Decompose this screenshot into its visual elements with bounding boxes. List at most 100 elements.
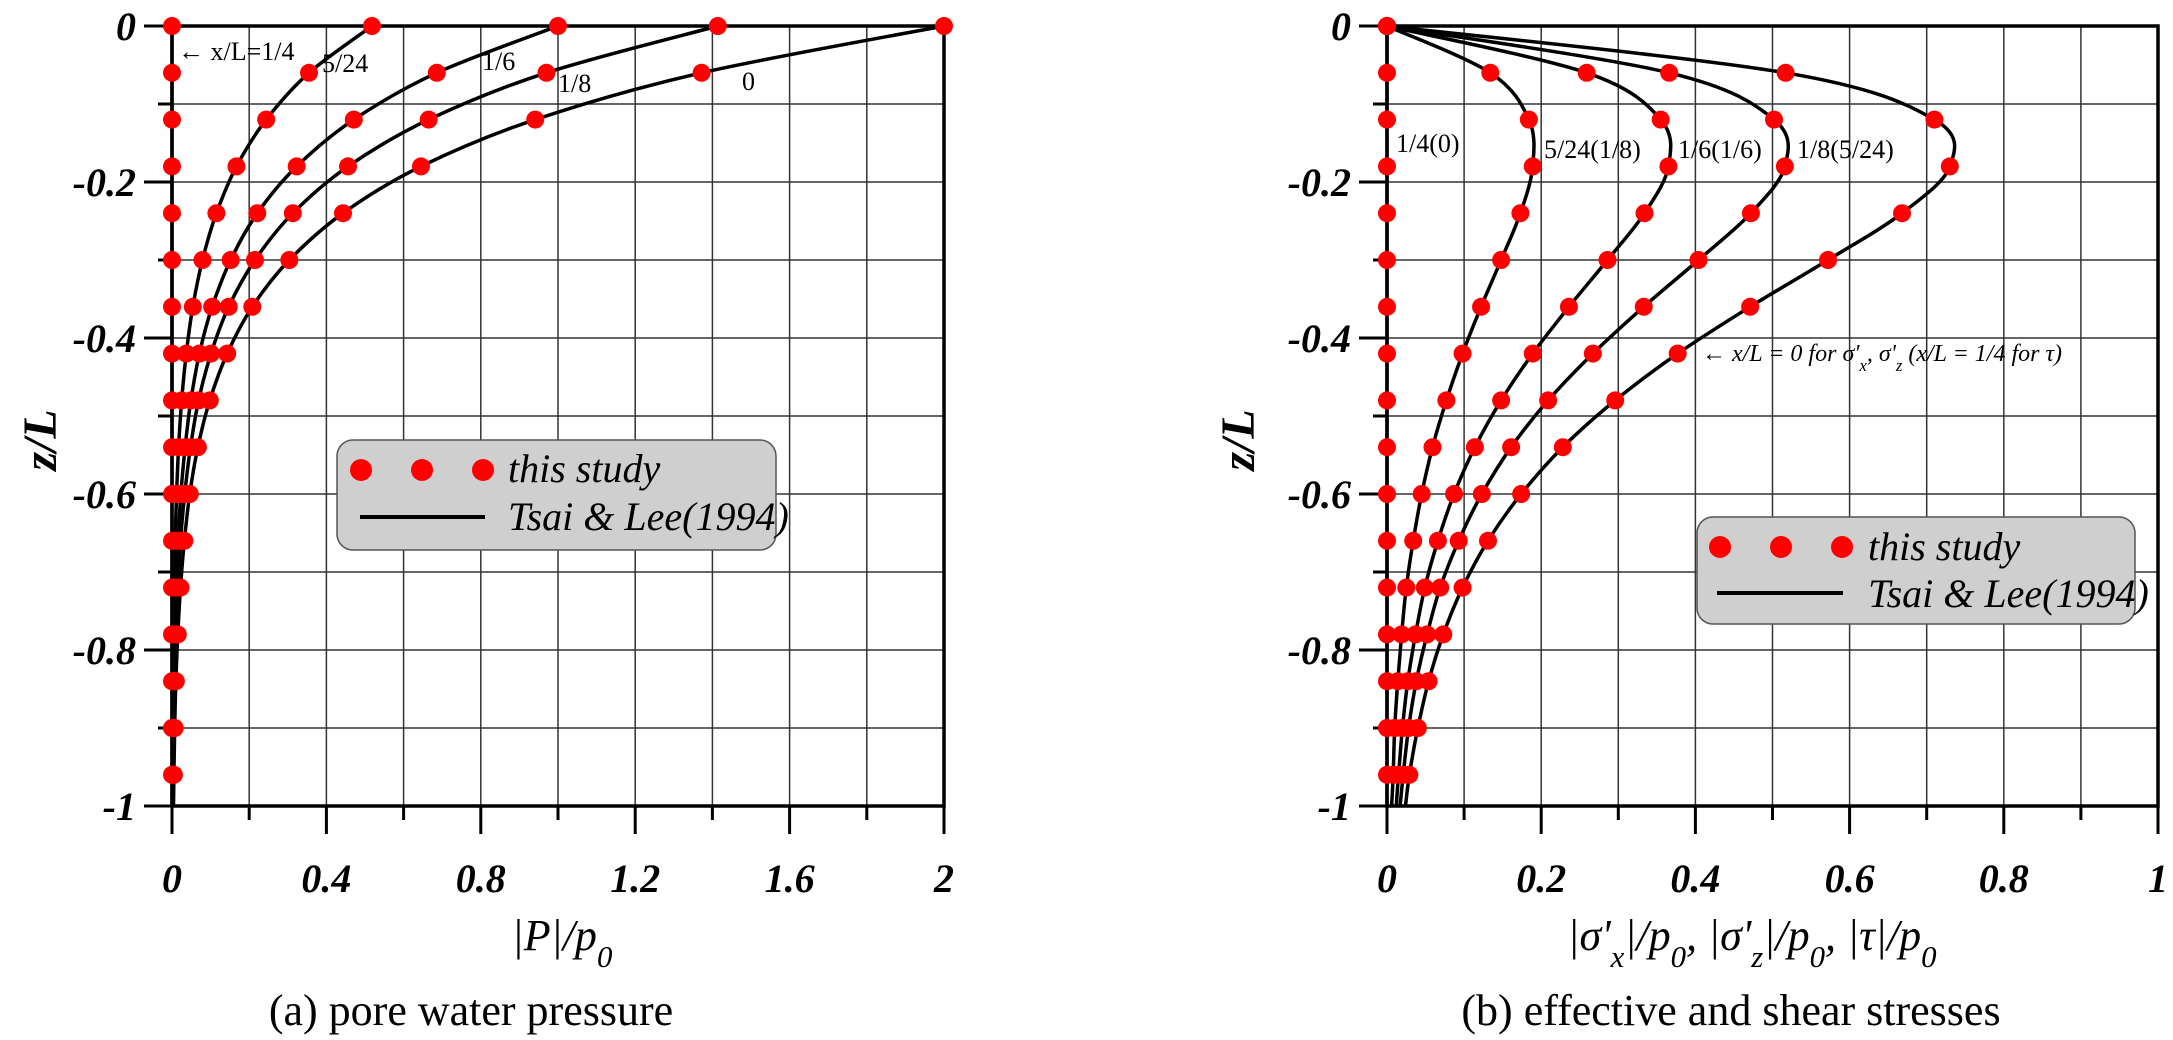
x-tick-label: 0.2	[1516, 856, 1566, 901]
data-point	[1634, 297, 1653, 316]
data-point	[411, 157, 430, 176]
x-tick-label: 1.6	[765, 856, 815, 901]
curve-label-0: 0	[742, 67, 755, 96]
legend-marker	[411, 459, 433, 481]
data-point	[1378, 251, 1396, 269]
data-point	[163, 297, 181, 316]
data-point	[1423, 438, 1442, 457]
y-tick-label: -0.4	[73, 316, 136, 361]
data-point	[1765, 110, 1784, 129]
x-axis-label-a: |P|/p0	[512, 911, 613, 974]
data-point	[1472, 297, 1491, 316]
curve-label-1-6-1-6: 1/6(1/6)	[1678, 135, 1762, 164]
x-tick-label: 0.6	[1825, 856, 1875, 901]
label-subscript: z	[1750, 940, 1763, 974]
data-point	[163, 251, 181, 269]
legend-box	[1696, 516, 2136, 625]
y-tick-label: 0	[1331, 4, 1351, 49]
data-point	[1392, 625, 1411, 644]
data-point	[163, 17, 181, 35]
data-point	[1378, 578, 1396, 597]
data-point	[1492, 391, 1511, 410]
data-point	[1437, 391, 1456, 410]
data-point	[692, 63, 711, 82]
data-point	[1741, 297, 1760, 316]
data-point	[1472, 485, 1491, 503]
data-point	[339, 157, 358, 176]
data-point	[280, 251, 299, 269]
label-subscript: 0	[1921, 940, 1936, 974]
y-tick-label: -1	[103, 784, 136, 829]
data-point	[1378, 391, 1396, 410]
data-point	[245, 251, 264, 269]
data-point	[526, 110, 545, 129]
data-point	[163, 531, 181, 550]
legend-b: this study Tsai & Lee(1994)	[1696, 516, 2149, 625]
data-point	[1378, 110, 1396, 129]
legend-a: this study Tsai & Lee(1994)	[336, 439, 789, 551]
data-point	[344, 110, 363, 129]
label-subscript: z	[1895, 356, 1903, 375]
label-subscript: x	[1858, 356, 1867, 375]
data-point	[427, 63, 446, 82]
curve-label-5-24: 5/24	[322, 49, 368, 78]
legend-label-tsai-lee: Tsai & Lee(1994)	[508, 494, 789, 539]
data-point	[163, 157, 181, 176]
data-point	[1428, 531, 1447, 550]
legend-marker	[1770, 536, 1792, 558]
data-point	[1404, 531, 1423, 550]
label-subscript: 0	[1810, 940, 1825, 974]
data-point	[1378, 17, 1396, 35]
data-point	[190, 344, 209, 363]
data-point	[1397, 578, 1416, 597]
y-tick-label: -0.2	[1288, 160, 1351, 205]
data-point	[163, 344, 181, 363]
data-point	[1445, 485, 1464, 503]
data-point	[1453, 578, 1472, 597]
data-point	[1406, 625, 1425, 644]
data-point	[1378, 63, 1396, 82]
legend-box	[336, 439, 777, 551]
data-point	[935, 17, 953, 35]
x-tick-label: 0.8	[1979, 856, 2029, 901]
curve-label-5-24-1-8: 5/24(1/8)	[1544, 135, 1641, 164]
data-point	[1583, 344, 1602, 363]
x-tick-label: 0.4	[301, 856, 351, 901]
data-point	[708, 17, 727, 35]
label-part: , |σ'	[1686, 911, 1753, 960]
legend-marker	[350, 459, 372, 481]
data-point	[163, 485, 181, 503]
data-point	[177, 344, 196, 363]
data-point	[1775, 157, 1794, 176]
data-point	[163, 578, 181, 597]
data-point	[1651, 110, 1670, 129]
data-point	[1481, 63, 1500, 82]
y-axis-label-b: z/L	[1212, 409, 1265, 472]
label-subscript: x	[1610, 940, 1625, 974]
y-tick-label: 0	[116, 4, 136, 49]
data-point	[1378, 485, 1396, 503]
x-tick-label: 0.8	[456, 856, 506, 901]
y-axis-label-a: z/L	[14, 409, 67, 472]
x-tick-label: 1	[2148, 856, 2168, 901]
data-point	[1668, 344, 1687, 363]
y-tick-label: -0.8	[1288, 628, 1351, 673]
data-point	[362, 17, 381, 35]
data-point	[1819, 251, 1838, 269]
data-point	[1659, 157, 1678, 176]
label-part: , |τ|/p	[1825, 911, 1921, 960]
label-subscript: 0	[597, 940, 612, 974]
data-point	[1378, 438, 1396, 457]
data-point	[1553, 438, 1572, 457]
data-point	[163, 765, 181, 784]
label-part: (x/L = 1/4 for τ)	[1902, 341, 2062, 367]
data-point	[1465, 438, 1484, 457]
data-point	[333, 204, 352, 223]
legend-marker	[472, 459, 494, 481]
caption-b: (b) effective and shear stresses	[1461, 986, 2000, 1035]
data-point	[1378, 344, 1396, 363]
data-point	[1523, 157, 1542, 176]
curve-label-1-4: ← x/L=1/4	[178, 37, 295, 66]
label-part: ← x/L = 0 for σ'	[1702, 341, 1860, 367]
data-point	[163, 625, 181, 644]
